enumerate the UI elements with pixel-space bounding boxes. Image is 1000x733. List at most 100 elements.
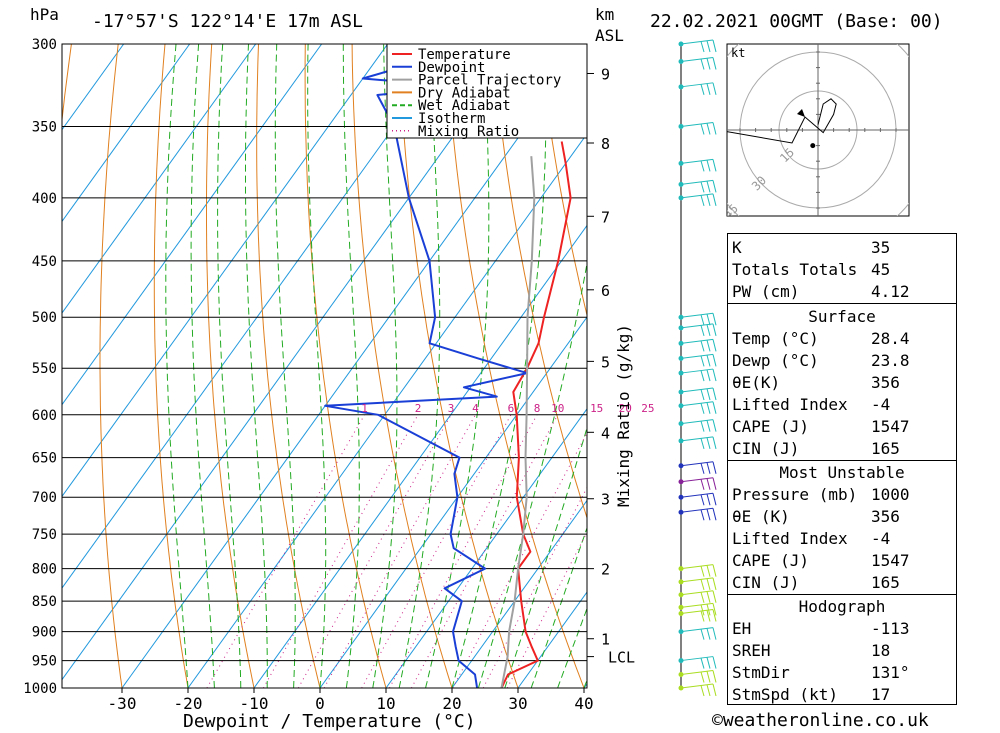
most-unstable-title: Most Unstable — [779, 463, 905, 482]
row-mu-pressure: Pressure (mb) 1000 — [732, 485, 910, 504]
isotherm-line — [62, 44, 191, 223]
hodograph-endpoint — [686, 122, 691, 127]
wind-barb — [678, 627, 717, 640]
hodograph-trace — [727, 98, 837, 144]
pressure-tick-label: 700 — [32, 490, 57, 506]
wind-barb — [678, 602, 717, 616]
pressure-unit-label: hPa — [30, 5, 59, 24]
isotherm-line — [319, 316, 587, 688]
pressure-tick-label: 450 — [32, 254, 57, 270]
mixing-ratio-line — [323, 414, 476, 688]
pressure-tick-label: 400 — [32, 191, 57, 207]
mixing-ratio-label: 15 — [590, 402, 603, 415]
row-pw: PW (cm) 4.12 — [732, 282, 910, 301]
row-stmdir: StmDir 131° — [732, 663, 910, 682]
row-cape: CAPE (J) 1547 — [732, 417, 910, 436]
temperature-tick-label: 20 — [442, 694, 461, 713]
mixing-ratio-line — [388, 414, 538, 688]
wind-barb — [678, 158, 717, 172]
dry-adiabat-line — [256, 44, 321, 688]
location-title: -17°57'S 122°14'E 17m ASL — [92, 11, 363, 32]
mixing-ratio-line — [361, 414, 512, 688]
mixing-ratio-label: 3 — [448, 402, 455, 415]
mixing-ratio-label: 6 — [508, 402, 515, 415]
mixing-ratio-line — [206, 414, 366, 688]
temperature-tick-label: -10 — [240, 694, 269, 713]
wind-barb — [678, 590, 717, 603]
wet-adiabat-line — [425, 44, 490, 688]
row-totals: Totals Totals 45 — [732, 260, 891, 279]
mixing-ratio-label: 1 — [361, 402, 368, 415]
dry-adiabat-line — [206, 44, 255, 688]
isotherm-line — [62, 44, 257, 314]
dry-adiabat-line — [974, 0, 1000, 714]
indices-panel: K 35 Totals Totals 45 PW (cm) 4.12 Surface … — [727, 233, 957, 705]
pressure-tick-label: 650 — [32, 451, 57, 467]
wind-barb — [678, 368, 717, 382]
pressure-tick-label: 300 — [32, 37, 57, 53]
series-temperature — [500, 141, 572, 688]
footer-credit: ©weatheronline.co.uk — [712, 710, 929, 731]
wet-adiabat-line — [342, 44, 360, 688]
wind-barbs — [678, 39, 717, 697]
wet-adiabat-line — [190, 44, 215, 688]
wind-barb — [678, 492, 717, 506]
legend-entry: Isotherm — [418, 111, 485, 127]
row-mu-theta: θE (K) 356 — [732, 507, 900, 526]
legend-entry: Temperature — [418, 47, 511, 63]
dry-adiabat-line — [538, 44, 587, 318]
temperature-tick-label: -30 — [108, 694, 137, 713]
surface-title: Surface — [808, 307, 876, 326]
height-tick-label: 7 — [601, 208, 610, 226]
row-cin: CIN (J) 165 — [732, 439, 900, 458]
wet-adiabat-line — [165, 44, 189, 688]
temperature-tick-label: 40 — [574, 694, 593, 713]
height-unit-asl: ASL — [595, 26, 624, 45]
wet-adiabat-line — [307, 44, 327, 688]
mixing-ratio-label: 8 — [534, 402, 541, 415]
hodograph-unit: kt — [731, 46, 745, 60]
plot-frame — [61, 43, 588, 689]
wind-barb — [678, 179, 717, 193]
pressure-tick-label: 850 — [32, 594, 57, 610]
isotherm-line — [253, 224, 587, 688]
isotherm-line — [62, 44, 521, 681]
legend-entry: Dry Adiabat — [418, 85, 511, 101]
mixing-ratio-label: 2 — [415, 402, 422, 415]
temperature-tick-label: -20 — [174, 694, 203, 713]
legend-box — [386, 43, 588, 139]
wind-barb — [678, 387, 717, 401]
wet-adiabat-line — [245, 44, 268, 688]
pressure-tick-label: 950 — [32, 654, 57, 670]
wind-barb — [678, 312, 717, 326]
wet-adiabat-line — [274, 44, 296, 688]
hodograph-title: Hodograph — [798, 597, 886, 616]
isotherm-line — [385, 407, 587, 688]
isotherm-line — [62, 44, 323, 406]
row-temp: Temp (°C) 28.4 — [732, 329, 910, 348]
isobars: 300 350 400 450 500 550 600 650 700 750 800 850 900 9… — [23, 37, 587, 697]
wind-barb — [678, 683, 717, 697]
isotherm-line — [187, 132, 587, 688]
x-axis-label: Dewpoint / Temperature (°C) — [183, 711, 476, 732]
pressure-tick-label: 900 — [32, 625, 57, 641]
wind-barb — [678, 193, 717, 207]
series-parcel-trajectory — [500, 156, 536, 688]
wet-adiabat-line — [372, 44, 398, 688]
legend-entry: Wet Adiabat — [418, 98, 511, 114]
mixing-ratio-axis-label: Mixing Ratio (g/kg) — [614, 324, 633, 507]
lcl-label: LCL — [608, 649, 635, 667]
wind-barb — [678, 577, 717, 590]
wet-adiabat-line — [217, 44, 242, 688]
temperature-tick-label: 30 — [508, 694, 527, 713]
pressure-tick-label: 550 — [32, 361, 57, 377]
wind-barb — [678, 401, 717, 414]
height-tick-label: 2 — [601, 561, 610, 579]
wind-barb — [678, 461, 717, 474]
legend-entry: Mixing Ratio — [418, 124, 519, 140]
pressure-tick-label: 800 — [32, 562, 57, 578]
dry-adiabat-line — [99, 44, 123, 688]
isotherm-line — [62, 44, 455, 589]
